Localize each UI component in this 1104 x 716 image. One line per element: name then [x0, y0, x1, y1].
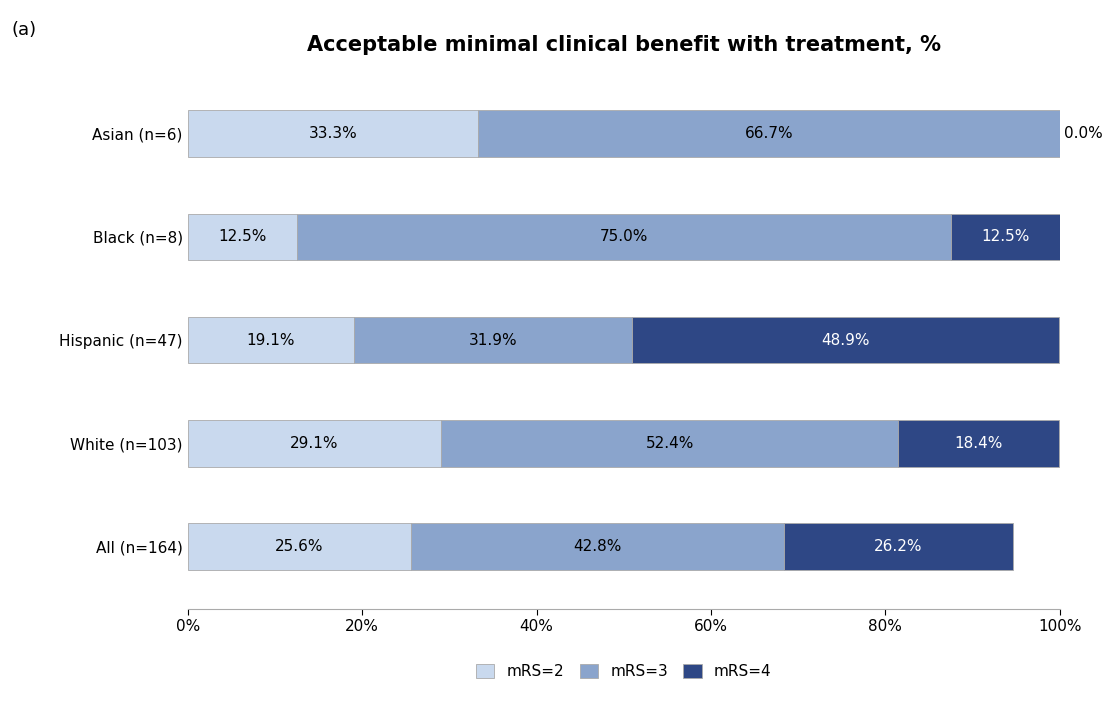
Text: 29.1%: 29.1%	[290, 436, 339, 451]
Bar	[188, 213, 297, 260]
Text: 52.4%: 52.4%	[646, 436, 694, 451]
Text: 66.7%: 66.7%	[745, 126, 794, 141]
Bar	[899, 420, 1059, 467]
Bar	[354, 317, 633, 363]
Bar	[188, 110, 478, 157]
Bar	[188, 317, 354, 363]
Text: 12.5%: 12.5%	[217, 229, 266, 244]
Text: (a): (a)	[11, 21, 36, 39]
Text: 26.2%: 26.2%	[874, 539, 923, 554]
Bar	[633, 317, 1059, 363]
Bar	[951, 213, 1060, 260]
Bar	[478, 110, 1060, 157]
Title: Acceptable minimal clinical benefit with treatment, %: Acceptable minimal clinical benefit with…	[307, 35, 941, 54]
Text: 48.9%: 48.9%	[821, 333, 870, 347]
Bar	[188, 523, 411, 570]
Bar	[411, 523, 784, 570]
Text: 19.1%: 19.1%	[246, 333, 295, 347]
Text: 18.4%: 18.4%	[955, 436, 1002, 451]
Bar	[188, 420, 442, 467]
Text: 0.0%: 0.0%	[1064, 126, 1103, 141]
Bar	[442, 420, 899, 467]
Bar	[297, 213, 951, 260]
Text: 42.8%: 42.8%	[573, 539, 622, 554]
Text: 75.0%: 75.0%	[599, 229, 648, 244]
Text: 33.3%: 33.3%	[308, 126, 358, 141]
Text: 12.5%: 12.5%	[981, 229, 1030, 244]
Bar	[784, 523, 1012, 570]
Legend: mRS=2, mRS=3, mRS=4: mRS=2, mRS=3, mRS=4	[468, 657, 779, 687]
Text: 31.9%: 31.9%	[469, 333, 518, 347]
Text: 25.6%: 25.6%	[275, 539, 323, 554]
